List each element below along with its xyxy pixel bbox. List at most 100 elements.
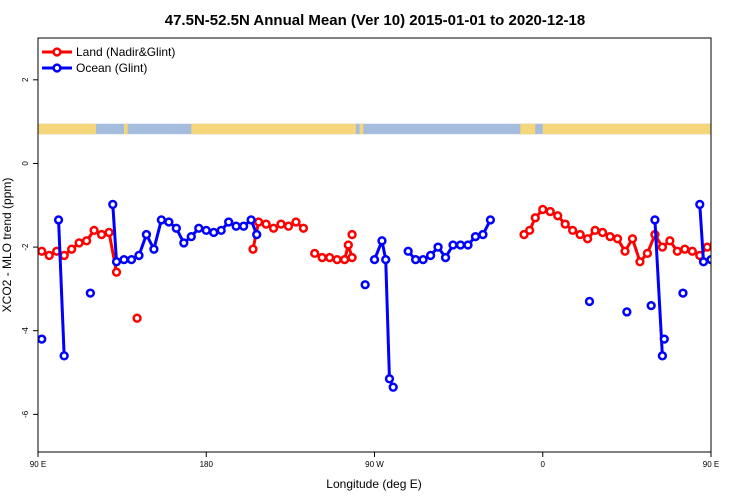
data-point: [194, 223, 204, 233]
data-point: [111, 257, 122, 267]
data-point: [224, 217, 234, 227]
data-point: [425, 250, 436, 261]
data-point: [470, 231, 481, 242]
data-point: [59, 351, 69, 361]
data-point: [646, 300, 656, 311]
data-point: [553, 211, 563, 221]
series-land: [38, 204, 741, 323]
data-point: [463, 240, 473, 250]
data-point: [738, 246, 745, 253]
y-tick-label: 2: [21, 77, 30, 82]
data-point: [582, 234, 593, 244]
x-tick-label: 0: [541, 460, 546, 469]
data-point: [698, 257, 709, 267]
legend-label: Land (Nadir&Glint): [76, 45, 175, 59]
data-point: [332, 254, 342, 265]
y-tick-label: -2: [21, 243, 30, 251]
legend-marker: [52, 63, 62, 73]
data-point: [111, 267, 122, 277]
data-point: [252, 229, 262, 240]
data-point: [642, 248, 653, 259]
data-point: [665, 236, 675, 246]
data-point: [622, 307, 632, 317]
data-point: [261, 219, 271, 229]
data-point: [440, 252, 451, 263]
data-point: [620, 246, 630, 256]
data-point: [433, 242, 443, 252]
data-point: [560, 219, 570, 229]
data-point: [672, 246, 682, 256]
data-point: [179, 238, 189, 248]
data-point: [347, 252, 357, 263]
data-point: [710, 240, 711, 246]
land-band: [123, 123, 128, 135]
data-point: [164, 217, 174, 227]
data-point: [201, 225, 211, 236]
chart-title: 47.5N-52.5N Annual Mean (Ver 10) 2015-01…: [165, 12, 585, 29]
data-point: [339, 254, 350, 265]
data-point: [59, 250, 69, 261]
data-point: [276, 219, 286, 229]
data-point: [317, 252, 327, 263]
data-point: [597, 227, 608, 238]
series-line: [653, 219, 664, 356]
data-point: [141, 229, 152, 240]
data-point: [545, 206, 555, 217]
data-point: [74, 238, 84, 248]
data-point: [216, 225, 226, 236]
legend: Land (Nadir&Glint) Ocean (Glint): [42, 45, 175, 75]
data-point: [650, 215, 660, 225]
data-point: [343, 240, 353, 250]
series-layer: [38, 199, 745, 392]
data-point: [678, 288, 688, 298]
data-point: [209, 227, 219, 238]
data-point: [659, 334, 669, 344]
data-point: [702, 242, 711, 252]
data-point: [687, 246, 697, 256]
data-point: [575, 229, 585, 240]
series-line: [57, 219, 66, 356]
data-point: [657, 351, 668, 361]
land-band: [38, 123, 96, 135]
data-point: [723, 252, 730, 259]
data-point: [568, 225, 578, 236]
data-point: [584, 296, 595, 307]
data-point: [171, 223, 181, 233]
data-point: [384, 374, 395, 384]
land-band: [359, 123, 364, 135]
data-point: [81, 236, 92, 246]
data-point: [538, 204, 548, 215]
data-point: [85, 288, 95, 298]
data-point: [347, 229, 357, 240]
data-point: [455, 240, 466, 250]
data-point: [67, 244, 77, 254]
x-axis-label: Longitude (deg E): [326, 477, 421, 491]
x-axis: 90 E 180 90 W 0 90 E: [30, 452, 719, 469]
y-tick-label: -6: [21, 410, 30, 418]
land-band: [191, 123, 356, 135]
data-point: [104, 227, 114, 238]
data-point: [680, 244, 690, 254]
data-point: [726, 227, 733, 234]
data-point: [403, 246, 413, 256]
x-tick-label: 90 E: [30, 460, 46, 469]
ocean-band: [38, 123, 711, 135]
data-point: [525, 225, 535, 236]
data-point: [734, 231, 741, 238]
data-point: [381, 254, 391, 265]
data-point: [388, 382, 398, 392]
y-tick-label: 0: [21, 161, 30, 166]
x-tick-label: 90 W: [365, 460, 384, 469]
data-point: [283, 221, 294, 231]
data-point: [38, 246, 47, 256]
data-point: [377, 236, 387, 246]
data-point: [369, 254, 380, 265]
data-point: [132, 313, 142, 323]
data-point: [96, 229, 107, 240]
data-point: [627, 234, 638, 244]
data-point: [360, 280, 370, 290]
data-point: [126, 254, 137, 265]
data-point: [695, 199, 705, 210]
data-point: [410, 254, 421, 265]
series-ocean: [38, 199, 745, 392]
